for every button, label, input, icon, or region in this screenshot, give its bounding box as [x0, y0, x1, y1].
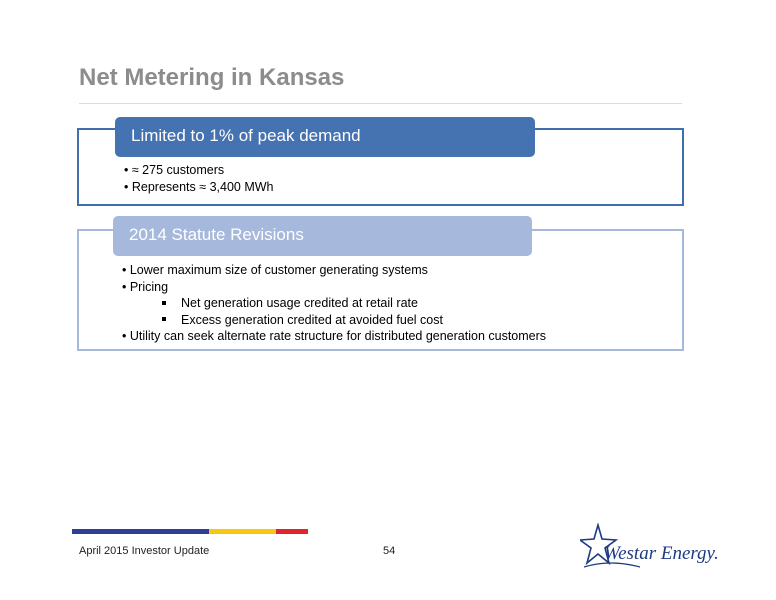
- section1-heading: Limited to 1% of peak demand: [115, 117, 535, 157]
- westar-star-icon: [580, 523, 641, 568]
- section2-bullets: • Lower maximum size of customer generat…: [122, 262, 546, 345]
- list-item: • Lower maximum size of customer generat…: [122, 263, 428, 277]
- footer-bar-blue: [72, 529, 209, 534]
- company-logo-text: Westar Energy.: [604, 543, 719, 564]
- list-item: • Utility can seek alternate rate struct…: [122, 329, 547, 343]
- footer-bar-red: [276, 529, 308, 534]
- title-divider: [79, 103, 682, 104]
- sub-item-text: Net generation usage credited at retail …: [181, 296, 418, 310]
- list-item: • ≈ 275 customers: [124, 163, 225, 177]
- square-bullet-icon: [162, 317, 166, 322]
- section1-bullets: • ≈ 275 customers • Represents ≈ 3,400 M…: [124, 162, 274, 195]
- square-bullet-icon: [162, 300, 166, 305]
- sub-list-item: Net generation usage credited at retail …: [122, 295, 546, 312]
- footer-label: April 2015 Investor Update: [79, 545, 210, 557]
- footer-bar-yellow: [209, 529, 276, 534]
- slide-title: Net Metering in Kansas: [79, 64, 345, 91]
- list-item: • Pricing: [122, 279, 169, 294]
- sub-list-item: Excess generation credited at avoided fu…: [122, 312, 546, 329]
- sub-item-text: Excess generation credited at avoided fu…: [181, 312, 443, 327]
- page-number: 54: [383, 545, 396, 557]
- section2-heading: 2014 Statute Revisions: [113, 216, 532, 256]
- list-item: • Represents ≈ 3,400 MWh: [124, 179, 274, 194]
